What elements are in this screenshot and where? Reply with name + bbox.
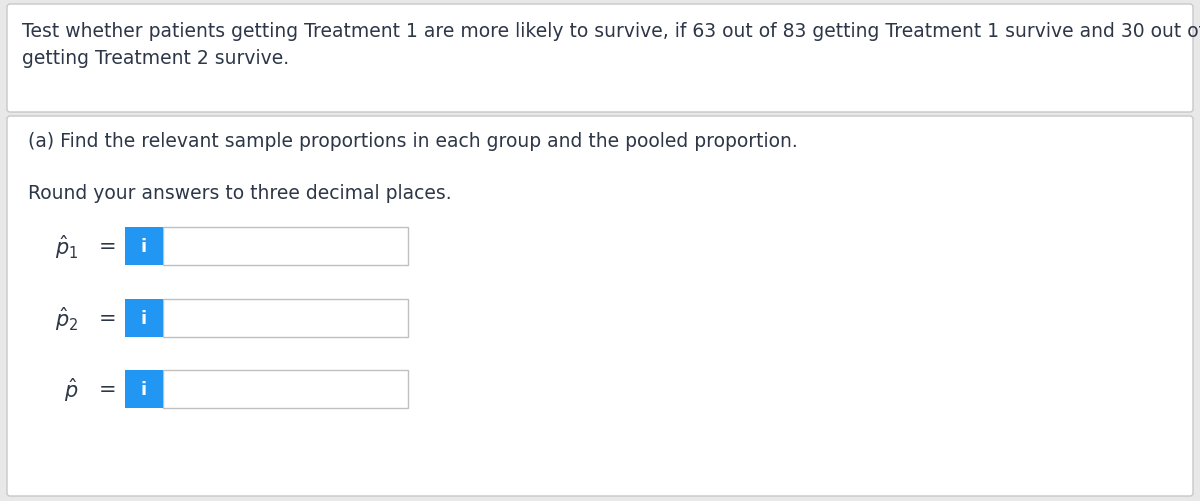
FancyBboxPatch shape (7, 117, 1193, 496)
Text: Test whether patients getting Treatment 1 are more likely to survive, if 63 out : Test whether patients getting Treatment … (22, 22, 1200, 68)
Text: =: = (100, 236, 116, 257)
FancyBboxPatch shape (125, 300, 163, 337)
FancyBboxPatch shape (7, 5, 1193, 113)
Text: i: i (140, 310, 148, 327)
FancyBboxPatch shape (163, 300, 408, 337)
Text: Round your answers to three decimal places.: Round your answers to three decimal plac… (28, 184, 451, 202)
Text: i: i (140, 380, 148, 398)
Text: $\hat{p}_2$: $\hat{p}_2$ (55, 305, 78, 332)
Text: =: = (100, 309, 116, 328)
Text: =: = (100, 379, 116, 399)
FancyBboxPatch shape (125, 370, 163, 408)
FancyBboxPatch shape (163, 370, 408, 408)
Text: $\hat{p}_1$: $\hat{p}_1$ (55, 233, 78, 261)
Text: $\hat{p}$: $\hat{p}$ (64, 375, 78, 403)
Text: i: i (140, 237, 148, 256)
Text: (a) Find the relevant sample proportions in each group and the pooled proportion: (a) Find the relevant sample proportions… (28, 132, 798, 151)
FancyBboxPatch shape (163, 227, 408, 266)
FancyBboxPatch shape (125, 227, 163, 266)
